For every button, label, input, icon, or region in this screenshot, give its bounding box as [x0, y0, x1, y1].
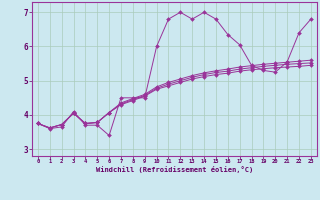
X-axis label: Windchill (Refroidissement éolien,°C): Windchill (Refroidissement éolien,°C) [96, 166, 253, 173]
